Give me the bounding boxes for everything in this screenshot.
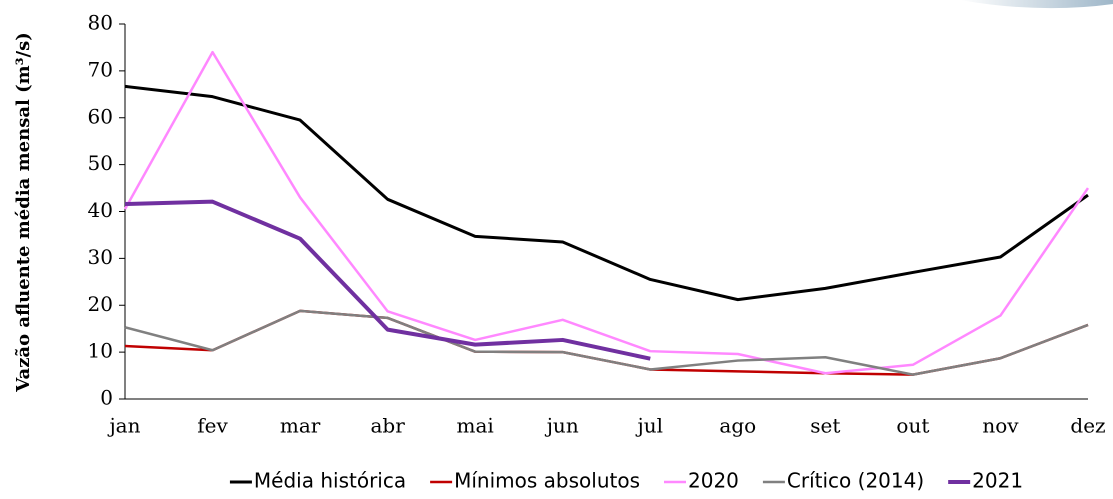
x-tick-label: mar bbox=[280, 414, 321, 438]
series-line bbox=[124, 309, 1089, 376]
legend-label: Mínimos absolutos bbox=[454, 469, 640, 493]
y-tick-label: 0 bbox=[100, 386, 113, 410]
x-tick-label: out bbox=[896, 414, 929, 438]
series-line bbox=[124, 84, 1089, 302]
x-tick-label: nov bbox=[982, 414, 1019, 438]
x-tick-label: jun bbox=[545, 414, 579, 438]
x-tick-label: mai bbox=[457, 414, 494, 438]
x-tick-label: jan bbox=[107, 414, 140, 438]
legend-label: Crítico (2014) bbox=[787, 469, 924, 493]
series-line bbox=[124, 199, 651, 361]
x-tick-label: abr bbox=[370, 414, 405, 438]
x-tick-label: jul bbox=[636, 414, 663, 438]
x-tick-label: set bbox=[810, 414, 840, 438]
y-tick-label: 30 bbox=[88, 245, 113, 269]
legend-label: 2020 bbox=[688, 469, 739, 493]
legend: Média histórica Mínimos absolutos 2020 Crít… bbox=[229, 469, 1023, 493]
y-tick-label: 10 bbox=[88, 339, 113, 363]
decoration bbox=[960, 0, 1113, 9]
y-tick-label: 70 bbox=[88, 57, 113, 81]
y-tick-label: 40 bbox=[88, 198, 113, 222]
legend-label: 2021 bbox=[972, 469, 1023, 493]
y-tick-label: 80 bbox=[88, 11, 113, 35]
legend-label: Média histórica bbox=[254, 469, 406, 493]
x-tick-label: fev bbox=[197, 414, 228, 438]
y-axis-label: Vazão afluente média mensal (m³/s) bbox=[13, 32, 34, 393]
y-tick-label: 60 bbox=[88, 104, 113, 128]
series-line bbox=[123, 50, 1090, 375]
x-tick-label: ago bbox=[719, 414, 756, 438]
y-tick-label: 50 bbox=[88, 151, 113, 175]
y-tick-label: 20 bbox=[88, 292, 113, 316]
x-tick-label: dez bbox=[1070, 414, 1105, 438]
series-line bbox=[124, 309, 1089, 376]
